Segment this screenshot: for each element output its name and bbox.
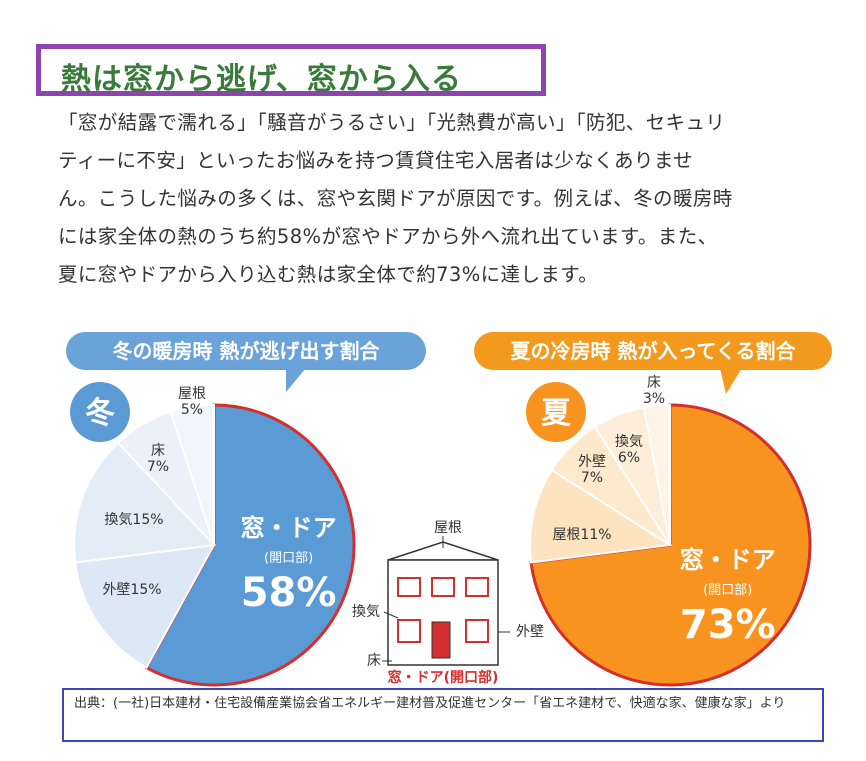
slice-label: 床 [647, 375, 661, 391]
paragraph-line: ん。こうした悩みの多くは、窓や玄関ドアが原因です。例えば、冬の暖房時 [58, 187, 733, 210]
slice-value: 7% [581, 470, 603, 486]
slice-label: 換気 [615, 434, 643, 450]
paragraph-line: 夏に窓やドアから入り込む熱は家全体で約73%に達します。 [58, 263, 599, 286]
paragraph-line: 「窓が結露で濡れる」「騒音がうるさい」「光熱費が高い」「防犯、セキュリ [58, 111, 726, 134]
slice-sublabel: (開口部) [703, 583, 752, 598]
title-frame: 熱は窓から逃げ、窓から入る [36, 44, 546, 97]
slice-value: 3% [643, 391, 665, 407]
paragraph-line: には家全体の熱のうち約58%が窓やドアから外へ流れ出ています。また、 [58, 225, 718, 248]
house-window-lower [465, 619, 489, 643]
slice-label: 換気15% [104, 512, 163, 528]
slice-sublabel: (開口部) [264, 551, 313, 566]
slice-label: 外壁15% [102, 582, 161, 598]
page-title: 熱は窓から逃げ、窓から入る [61, 62, 462, 97]
slice-4 [642, 403, 671, 546]
slice-label: 床 [151, 443, 165, 459]
house-window-lower [397, 619, 421, 643]
slice-2 [73, 441, 217, 564]
winter-chart-title: 冬の暖房時 熱が逃げ出す割合 [66, 332, 426, 370]
house-wall-label: 外壁 [516, 624, 544, 640]
slice-4 [169, 403, 215, 546]
house-roof-label: 屋根 [434, 520, 462, 536]
house-door [431, 621, 451, 659]
slice-value: 5% [181, 402, 203, 418]
house-window-upper [397, 577, 421, 597]
summer-badge-label: 夏 [541, 396, 572, 431]
house-vent-label: 換気 [352, 604, 380, 620]
summer-badge [526, 382, 586, 442]
house-opening-label: 窓・ドア(開口部) [388, 669, 499, 686]
slice-value: 6% [618, 450, 640, 466]
slice-value: 73% [680, 602, 776, 648]
winter-badge-label: 冬 [85, 396, 115, 431]
slice-label: 窓・ドア [241, 514, 337, 542]
winter-badge [70, 382, 130, 442]
slice-label: 屋根11% [552, 527, 611, 543]
winter-bubble-tail [286, 368, 306, 392]
slice-label: 屋根 [178, 386, 206, 402]
intro-paragraph: 「窓が結露で濡れる」「騒音がうるさい」「光熱費が高い」「防犯、セキュリ ティーに… [58, 104, 840, 294]
house-vent-leader [383, 611, 399, 619]
slice-label: 外壁 [578, 454, 606, 470]
source-citation: 出典：(一社)日本建材・住宅設備産業協会省エネルギー建材普及促進センター「省エネ… [62, 688, 824, 742]
slice-value: 58% [241, 570, 337, 616]
slice-value: 7% [147, 459, 169, 475]
slice-1 [73, 543, 216, 670]
house-floor-label: 床 [367, 653, 381, 669]
slice-opening [144, 403, 356, 687]
slice-label: 窓・ドア [680, 546, 776, 574]
summer-chart-title: 夏の冷房時 熱が入ってくる割合 [474, 332, 832, 370]
paragraph-line: ティーに不安」といったお悩みを持つ賃貸住宅入居者は少なくありませ [58, 149, 694, 172]
summer-bubble-tail [720, 368, 742, 394]
house-window-upper [431, 577, 455, 597]
house-window-upper [465, 577, 489, 597]
slice-1 [529, 468, 673, 564]
